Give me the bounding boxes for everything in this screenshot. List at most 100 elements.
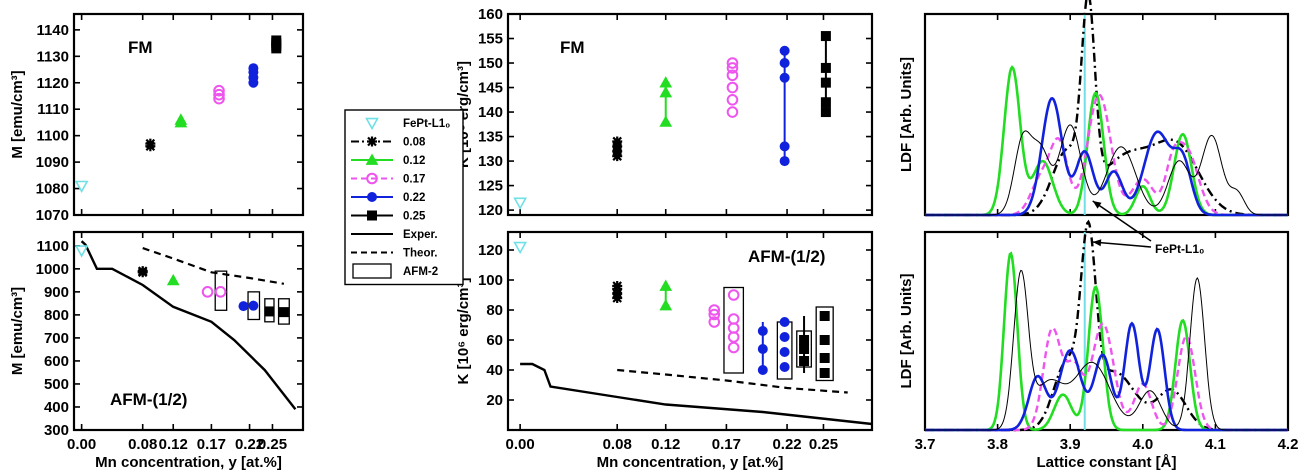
annotation-arrowhead xyxy=(1092,239,1102,247)
data-point-0.22 xyxy=(779,332,790,342)
data-point-0.17 xyxy=(213,88,225,101)
legend-label-exper: Exper. xyxy=(403,229,438,241)
y-tick-label: 130 xyxy=(478,153,503,170)
data-point-0.17 xyxy=(726,69,739,82)
data-point-0.22 xyxy=(238,301,249,312)
data-point-0.12 xyxy=(166,273,180,286)
legend-box-marker xyxy=(352,263,392,279)
legend-marker xyxy=(367,210,377,221)
x-axis-label: Mn concentration, y [at.%] xyxy=(597,454,784,471)
data-point-0.25 xyxy=(820,31,831,42)
data-point-0.25 xyxy=(264,306,275,317)
y-tick-label: 20 xyxy=(486,392,503,409)
plot-frame xyxy=(506,230,874,432)
y-tick-label: 1120 xyxy=(36,75,69,92)
y-axis-label: LDF [Arb. Units] xyxy=(898,57,915,172)
ldf-curve-0.08 xyxy=(925,269,1288,431)
data-point-0.22 xyxy=(779,317,790,327)
x-tick-label: 0.25 xyxy=(809,436,838,453)
data-point-0.25 xyxy=(799,356,810,366)
y-tick-label: 400 xyxy=(44,399,69,416)
plot-frame xyxy=(923,230,1290,432)
ldf-curve-0.08 xyxy=(925,124,1288,216)
data-point-0.00 xyxy=(74,180,89,194)
y-tick-label: 900 xyxy=(44,284,69,301)
data-point-0.08 xyxy=(145,138,156,149)
y-tick-label: 800 xyxy=(44,307,69,324)
annotation-arrowhead xyxy=(1092,201,1102,209)
panel-m-fm: 1070 1080 1090 1100 1110 1120 1130 1140 M [emu/c… xyxy=(9,12,305,224)
data-point-0.17 xyxy=(726,62,739,74)
y-tick-label: 120 xyxy=(478,202,503,219)
plot-frame xyxy=(72,230,305,432)
data-point-0.25 xyxy=(819,368,830,378)
data-point-0.00 xyxy=(513,197,527,210)
data-point-0.17 xyxy=(727,313,740,325)
data-point-0.25 xyxy=(820,97,831,108)
legend-marker xyxy=(367,192,377,202)
legend-marker xyxy=(367,136,377,147)
y-tick-label: 140 xyxy=(478,104,503,121)
annotation-arrow xyxy=(1092,200,1152,242)
panel-label: FM xyxy=(128,38,153,57)
y-tick-label: 500 xyxy=(44,376,69,393)
data-point-0.17 xyxy=(214,286,227,298)
exper-line xyxy=(80,240,297,411)
theor-line xyxy=(617,368,848,394)
y-tick-label: 300 xyxy=(44,422,69,439)
y-tick-label: 700 xyxy=(44,330,69,347)
y-tick-label: 155 xyxy=(478,31,503,48)
panel-label: FM xyxy=(560,38,585,57)
legend-label-0.17: 0.17 xyxy=(403,174,425,186)
data-point-0.22 xyxy=(779,156,790,167)
data-point-0.25 xyxy=(799,335,810,345)
x-tick-label: 0.00 xyxy=(67,436,96,453)
legend-label-0.22: 0.22 xyxy=(403,192,425,204)
y-tick-label: 1070 xyxy=(36,207,69,224)
x-tick-label: 0.17 xyxy=(197,436,226,453)
data-point-0.25 xyxy=(819,353,830,363)
plot-frame xyxy=(506,12,874,217)
data-point-0.17 xyxy=(726,106,739,118)
y-tick-label: 1110 xyxy=(37,101,69,118)
legend-label-0.00: FePt-L1₀ xyxy=(403,118,450,130)
data-point-0.00 xyxy=(74,245,89,258)
y-tick-label: 1100 xyxy=(36,128,69,145)
data-point-0.12 xyxy=(659,76,673,88)
data-point-0.25 xyxy=(271,35,282,46)
y-tick-label: 1090 xyxy=(36,154,69,171)
data-point-0.08 xyxy=(612,136,623,147)
data-point-0.25 xyxy=(799,344,810,354)
legend: FePt-L1₀ 0.08 0.12 0.17 0.22 0.25 Exper. Theor.… xyxy=(344,109,464,286)
legend-marker xyxy=(365,117,379,131)
data-point-0.25 xyxy=(820,77,831,88)
x-tick-label: 0.22 xyxy=(235,436,264,453)
y-tick-label: 1100 xyxy=(36,238,69,255)
panel-k-fm: 120125130135140145150155160K [10⁶ erg/cm… xyxy=(455,6,874,219)
x-tick-label: 0.08 xyxy=(603,436,632,453)
x-axis-label: Mn concentration, y [at.%] xyxy=(95,454,282,471)
y-tick-label: 1140 xyxy=(36,22,69,39)
x-tick-label: 4.1 xyxy=(1205,436,1226,453)
y-tick-label: 1000 xyxy=(36,261,69,278)
fept-annotation: FePt-L1₀ xyxy=(1092,200,1204,256)
data-point-0.17 xyxy=(708,308,721,321)
data-point-0.17 xyxy=(213,84,225,97)
y-tick-label: 60 xyxy=(486,332,503,349)
legend-box xyxy=(344,109,464,286)
data-point-0.00 xyxy=(513,241,527,255)
data-point-0.22 xyxy=(757,365,768,375)
x-tick-label: 4.2 xyxy=(1278,436,1299,453)
y-tick-label: 80 xyxy=(486,302,503,319)
data-point-0.22 xyxy=(779,45,790,56)
legend-marker xyxy=(366,172,378,185)
data-point-0.22 xyxy=(757,344,768,354)
panel-ldf-afm: 3.7 3.8 3.9 4.0 4.1 4.2 LDF [Arb. Units] Lattic… xyxy=(898,219,1299,471)
data-point-0.25 xyxy=(820,107,831,118)
data-point-0.22 xyxy=(779,141,790,152)
x-tick-label: 0.12 xyxy=(651,436,680,453)
legend-label-theor: Theor. xyxy=(403,248,438,260)
x-axis-label: Lattice constant [Å] xyxy=(1036,454,1176,471)
theor-line xyxy=(142,247,285,285)
